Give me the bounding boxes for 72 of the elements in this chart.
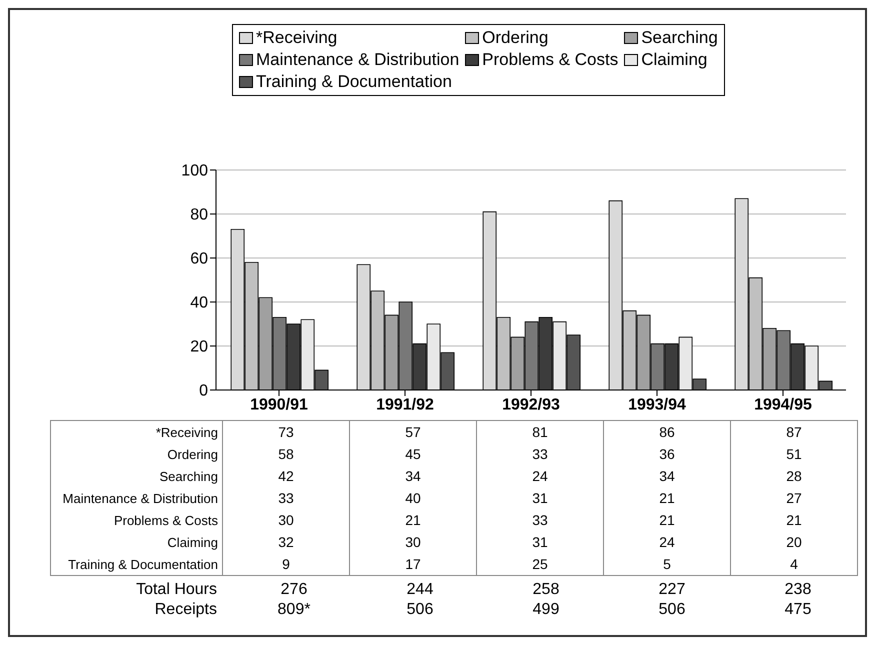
data-label: 21 (604, 509, 730, 531)
text: Total Hours (135, 580, 218, 600)
x-tick-label: 1992/93 (502, 396, 560, 414)
text: 506 (406, 600, 434, 620)
text: Claiming (167, 534, 218, 550)
text: Ordering (167, 446, 218, 462)
data-label: 24 (476, 465, 604, 487)
text: 506 (658, 600, 686, 620)
text: 244 (406, 580, 434, 600)
text: Training & Documentation (68, 556, 218, 572)
text: 276 (280, 580, 308, 600)
x-tick-label: 1990/91 (250, 396, 308, 414)
data-label: 51 (730, 443, 858, 465)
data-label: 28 (730, 465, 858, 487)
text: 499 (532, 600, 560, 620)
data-label: 33 (476, 443, 604, 465)
x-tick-label: 1991/92 (376, 396, 434, 414)
data-label: 4 (730, 553, 858, 576)
text: 258 (532, 580, 560, 600)
data-label: 9 (222, 553, 350, 576)
data-label: 34 (604, 465, 730, 487)
data-label: 21 (604, 487, 730, 509)
data-label: 81 (476, 420, 604, 443)
data-label: 34 (350, 465, 476, 487)
data-label: 24 (604, 531, 730, 553)
data-label: 17 (350, 553, 476, 576)
data-label: 58 (222, 443, 350, 465)
text: Problems & Costs (114, 512, 218, 528)
y-tick-label: 80 (190, 206, 208, 224)
legend-label: Training & Documentation (256, 71, 452, 93)
legend-label: Claiming (641, 49, 708, 71)
data-label: 45 (350, 443, 476, 465)
data-label: 27 (730, 487, 858, 509)
data-label: 5 (604, 553, 730, 576)
y-tick-label: 20 (190, 338, 208, 356)
y-tick-label: 100 (181, 162, 208, 180)
data-label: 86 (604, 420, 730, 443)
data-label: 31 (476, 531, 604, 553)
text: Maintenance & Distribution (62, 490, 218, 506)
text: 809* (276, 600, 312, 620)
data-label: 57 (350, 420, 476, 443)
legend-label: Searching (641, 27, 718, 49)
text: Searching (159, 468, 218, 484)
y-tick-label: 40 (190, 294, 208, 312)
text: 475 (784, 600, 812, 620)
text: *Receiving (156, 424, 218, 440)
data-label: 21 (730, 509, 858, 531)
data-label: 40 (350, 487, 476, 509)
data-label: 21 (350, 509, 476, 531)
data-label: 87 (730, 420, 858, 443)
x-tick-label: 1994/95 (754, 396, 812, 414)
y-tick-label: 60 (190, 250, 208, 268)
text: Receipts (154, 600, 218, 620)
data-label: 33 (476, 509, 604, 531)
data-label: 30 (350, 531, 476, 553)
legend-label: Ordering (482, 27, 548, 49)
y-tick-label: 0 (199, 382, 208, 400)
data-label: 36 (604, 443, 730, 465)
text: 227 (658, 580, 686, 600)
data-label: 25 (476, 553, 604, 576)
text: 238 (784, 580, 812, 600)
x-tick-label: 1993/94 (628, 396, 686, 414)
data-label: 33 (222, 487, 350, 509)
data-label: 73 (222, 420, 350, 443)
data-label: 32 (222, 531, 350, 553)
legend-label: Problems & Costs (482, 49, 618, 71)
data-label: 42 (222, 465, 350, 487)
data-label: 31 (476, 487, 604, 509)
data-label: 30 (222, 509, 350, 531)
legend-label: *Receiving (256, 27, 338, 49)
legend-label: Maintenance & Distribution (256, 49, 460, 71)
data-label: 20 (730, 531, 858, 553)
